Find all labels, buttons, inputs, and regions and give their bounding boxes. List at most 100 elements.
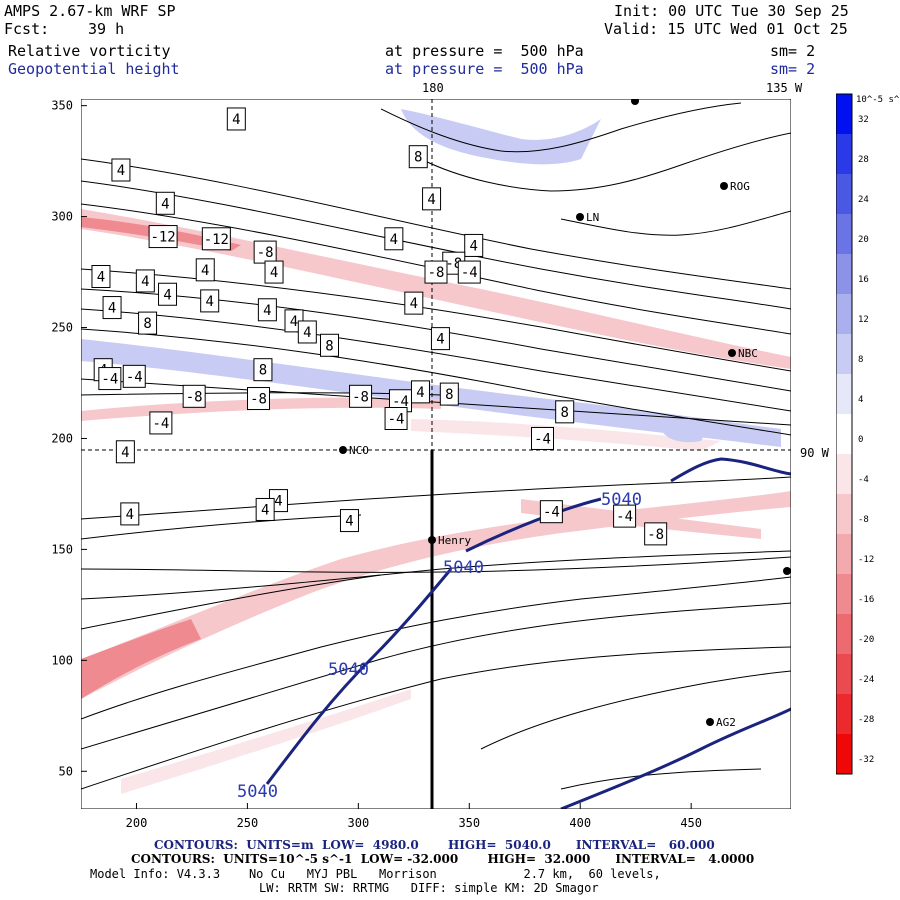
- svg-text:4: 4: [205, 294, 213, 310]
- contour-value-label: 4: [384, 227, 404, 251]
- svg-text:8: 8: [259, 363, 267, 379]
- svg-text:-8: -8: [352, 389, 369, 405]
- svg-text:4: 4: [345, 514, 353, 530]
- svg-text:4: 4: [108, 301, 116, 317]
- svg-text:4: 4: [126, 507, 134, 523]
- contour-value-label: 8: [408, 145, 428, 169]
- svg-text:4: 4: [263, 303, 271, 319]
- svg-text:-4: -4: [534, 431, 551, 447]
- colorbar-swatch: [836, 534, 852, 574]
- contour-value-label: 4: [404, 291, 424, 315]
- field1-name: Relative vorticity: [8, 42, 171, 60]
- svg-text:-8: -8: [186, 389, 203, 405]
- svg-text:-4: -4: [616, 509, 633, 525]
- svg-text:4: 4: [232, 112, 240, 128]
- svg-text:4: 4: [163, 287, 171, 303]
- colorbar-swatch: [836, 734, 852, 774]
- contour-value-label: -8: [424, 260, 448, 284]
- svg-text:-4: -4: [543, 505, 560, 521]
- svg-text:4: 4: [274, 494, 282, 510]
- svg-text:4: 4: [436, 332, 444, 348]
- contour-value-label: 4: [410, 380, 430, 404]
- colorbar-units: 10^-5 s^-1: [856, 95, 900, 105]
- colorbar-tick-label: -4: [858, 475, 869, 485]
- y-tick-label: 350: [51, 99, 73, 113]
- x-tick-label: 450: [680, 816, 702, 830]
- lon-180-label: 180: [422, 81, 444, 95]
- svg-text:-12: -12: [204, 232, 229, 248]
- contour-value-label: 4: [430, 327, 450, 351]
- init-time: Init: 00 UTC Tue 30 Sep 25: [614, 2, 849, 20]
- contour-value-label: -12: [201, 227, 231, 251]
- vorticity-map: NCO Henry ROG LN NBC AG2 5040 5040 5040 …: [81, 99, 791, 809]
- svg-text:8: 8: [325, 338, 333, 354]
- colorbar-tick-label: -12: [858, 555, 874, 565]
- colorbar-tick-label: 4: [858, 395, 863, 405]
- colorbar-tick-label: 0: [858, 435, 863, 445]
- x-tick-label: 300: [348, 816, 370, 830]
- contour-value-label: 8: [555, 400, 575, 424]
- colorbar-tick-label: 8: [858, 355, 863, 365]
- svg-text:-4: -4: [101, 372, 118, 388]
- colorbar-tick-label: -24: [858, 675, 874, 685]
- colorbar-swatch: [836, 254, 852, 294]
- y-tick-label: 100: [51, 653, 73, 667]
- contour-value-label: 4: [464, 233, 484, 257]
- x-tick-label: 350: [458, 816, 480, 830]
- footer-height-contours: CONTOURS: UNITS=m LOW= 4980.0 HIGH= 5040…: [154, 838, 715, 852]
- svg-text:4: 4: [303, 325, 311, 341]
- field2-name: Geopotential height: [8, 60, 180, 78]
- y-tick-label: 50: [59, 764, 73, 778]
- svg-text:4: 4: [290, 314, 298, 330]
- contour-value-label: -4: [457, 260, 481, 284]
- lat-90w-label: 90 W: [800, 446, 829, 460]
- colorbar-swatch: [836, 94, 852, 134]
- forecast-label: Fcst:: [4, 20, 50, 38]
- contour-value-label: 4: [111, 158, 131, 182]
- contour-value-label: 4: [135, 269, 155, 293]
- y-tick-label: 150: [51, 542, 73, 556]
- svg-text:4: 4: [416, 385, 424, 401]
- contour-value-label: 8: [320, 333, 339, 357]
- colorbar-swatch: [836, 614, 852, 654]
- contour-value-label: 4: [120, 502, 140, 526]
- x-tick-label: 250: [237, 816, 259, 830]
- contour-value-label: -4: [539, 500, 563, 524]
- contour-value-label: 8: [439, 382, 459, 406]
- svg-text:8: 8: [445, 387, 453, 403]
- contour-value-label: -8: [644, 522, 668, 546]
- svg-text:8: 8: [560, 405, 568, 421]
- colorbar-tick-label: -20: [858, 635, 874, 645]
- colorbar-tick-label: 32: [858, 115, 869, 125]
- svg-text:4: 4: [141, 274, 149, 290]
- height-label: 5040: [237, 782, 278, 802]
- svg-text:-4: -4: [392, 394, 409, 410]
- contour-value-label: 4: [195, 258, 215, 282]
- svg-text:-4: -4: [388, 412, 405, 428]
- svg-text:4: 4: [117, 163, 125, 179]
- contour-value-label: 4: [158, 282, 178, 306]
- contour-value-label: -8: [182, 384, 206, 408]
- colorbar-tick-label: 24: [858, 195, 869, 205]
- svg-text:4: 4: [261, 502, 269, 518]
- colorbar-swatch: [836, 454, 852, 494]
- svg-text:-8: -8: [428, 265, 445, 281]
- station-label-nco: NCO: [349, 444, 369, 457]
- contour-value-label: 4: [226, 107, 246, 131]
- field1-level: at pressure = 500 hPa: [385, 42, 584, 60]
- y-tick-label: 300: [51, 210, 73, 224]
- valid-time: Valid: 15 UTC Wed 01 Oct 25: [604, 20, 848, 38]
- contour-value-label: -4: [531, 426, 554, 450]
- contour-value-label: -12: [148, 225, 178, 249]
- station-label-nbc: NBC: [738, 347, 758, 360]
- svg-text:-12: -12: [150, 230, 175, 246]
- contour-value-label: -4: [389, 389, 412, 413]
- x-tick-label: 200: [126, 816, 148, 830]
- contour-value-label: 4: [102, 296, 122, 320]
- contour-value-label: -4: [384, 407, 408, 430]
- svg-text:-8: -8: [250, 392, 267, 408]
- colorbar-tick-label: 20: [858, 235, 869, 245]
- svg-text:8: 8: [414, 150, 422, 166]
- y-tick-label: 200: [51, 431, 73, 445]
- contour-value-label: 4: [255, 497, 275, 521]
